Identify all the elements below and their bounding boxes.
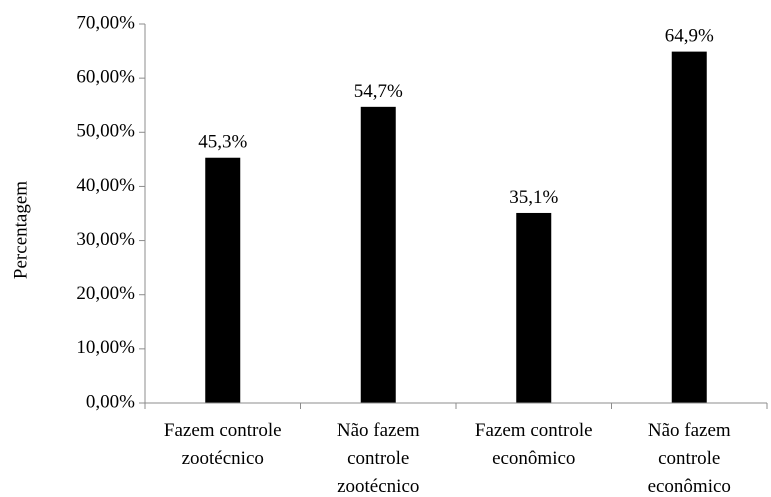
bars-group: 45,3% 54,7% 35,1% 64,9%	[198, 26, 714, 404]
data-label: 45,3%	[198, 132, 247, 153]
x-tick-label: Não fazem controle econômico	[648, 420, 731, 497]
x-tick-label: Fazem controle zootécnico	[164, 420, 282, 469]
y-tick-label: 0,00%	[86, 391, 135, 412]
x-tick-label: Fazem controle econômico	[475, 420, 593, 469]
data-label: 64,9%	[665, 26, 714, 47]
y-axis: 0,00% 10,00% 20,00% 30,00% 40,00% 50,00% 60,00…	[76, 12, 146, 412]
bar	[205, 157, 241, 403]
bar	[360, 106, 396, 404]
y-tick-label: 60,00%	[76, 67, 135, 88]
data-label: 54,7%	[354, 81, 403, 102]
y-tick-label: 10,00%	[76, 337, 135, 358]
y-tick-label: 50,00%	[76, 121, 135, 142]
x-axis: Fazem controle zootécnico Não fazem control…	[144, 402, 768, 497]
bar	[671, 51, 707, 404]
y-tick-label: 30,00%	[76, 229, 135, 250]
data-label: 35,1%	[509, 187, 558, 208]
y-axis-label: Percentagem	[10, 181, 31, 279]
bar	[516, 212, 552, 403]
y-tick-label: 40,00%	[76, 175, 135, 196]
y-tick-label: 20,00%	[76, 283, 135, 304]
y-tick-label: 70,00%	[76, 12, 135, 33]
x-tick-label: Não fazem controle zootécnico	[337, 420, 420, 497]
